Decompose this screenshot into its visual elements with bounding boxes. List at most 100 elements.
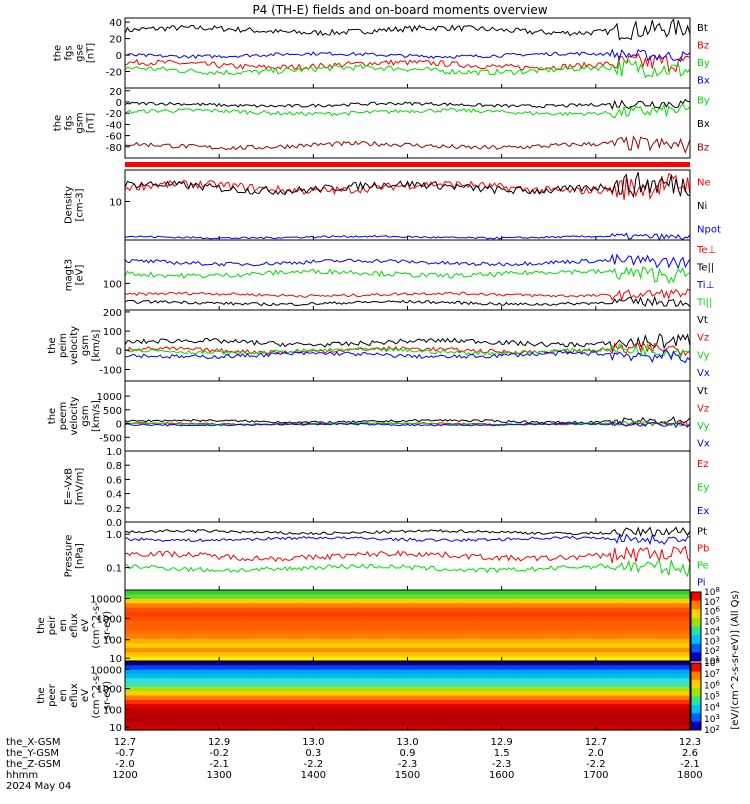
heatmap-cell [548,712,559,718]
heatmap-cell [219,643,230,649]
heatmap-cell [567,634,578,640]
heatmap-cell [294,686,305,692]
heatmap-cell [435,647,446,653]
heatmap-cell [275,612,286,618]
heatmap-cell [671,638,682,644]
heatmap-cell [266,607,277,613]
heatmap-cell [294,691,305,697]
heatmap-cell [464,594,474,600]
heatmap-cell [294,725,305,731]
heatmap-cell [153,612,164,618]
heatmap-cell [275,665,286,671]
heatmap-cell [671,699,682,705]
heatmap-cell [134,647,145,653]
heatmap-cell [134,725,145,731]
heatmap-cell [209,594,220,600]
y-axis-label: peir [47,615,58,635]
heatmap-cell [445,656,456,662]
series-line-By [124,58,691,79]
heatmap-cell [303,717,314,722]
heatmap-cell [567,682,578,688]
heatmap-cell [642,652,653,658]
y-tick-label: 10000 [90,665,122,676]
heatmap-cell [407,704,418,709]
heatmap-cell [595,603,606,609]
heatmap-cell [605,625,616,631]
heatmap-cell [190,598,201,604]
heatmap-cell [275,673,286,679]
heatmap-cell [351,669,361,675]
heatmap-cell [266,665,277,671]
heatmap-cell [614,607,625,613]
heatmap-cell [539,634,550,640]
heatmap-cell [266,638,277,644]
heatmap-cell [567,638,578,644]
heatmap-cell [275,607,286,613]
heatmap-cell [143,661,154,666]
heatmap-cell [520,665,531,671]
heatmap-cell [624,594,635,600]
heatmap-cell [614,590,625,595]
heatmap-cell [680,634,691,640]
heatmap-cell [322,682,333,688]
heatmap-cell [313,643,324,649]
heatmap-cell [473,661,484,666]
heatmap-cell [680,656,691,662]
heatmap-cell [332,708,343,714]
y-tick-label: 1.0 [106,447,122,458]
heatmap-cell [680,717,691,722]
heatmap-cell [322,669,333,675]
footer-value: 12.7 [114,737,136,748]
heatmap-cell [134,695,145,701]
heatmap-cell [228,661,239,666]
heatmap-cell [680,673,691,679]
heatmap-cell [351,686,361,692]
heatmap-cell [482,686,493,692]
heatmap-cell [294,594,305,600]
heatmap-cell [162,691,173,697]
heatmap-cell [416,634,427,640]
heatmap-cell [482,678,493,684]
heatmap-cell [303,647,314,653]
heatmap-cell [652,647,663,653]
heatmap-cell [661,691,672,697]
heatmap-cell [680,594,691,600]
heatmap-cell [322,708,333,714]
heatmap-cell [200,612,211,618]
heatmap-cell [652,669,663,675]
heatmap-cell [313,665,324,671]
heatmap-cell [200,678,211,684]
heatmap-cell [511,717,522,722]
heatmap-cell [294,652,305,658]
heatmap-cell [586,682,597,688]
heatmap-cell [501,704,512,709]
heatmap-cell [341,625,352,631]
heatmap-cell [181,712,192,718]
heatmap-cell [351,634,361,640]
y-tick-label: 100 [103,636,122,647]
heatmap-cell [351,625,361,631]
heatmap-cell [407,699,418,705]
heatmap-cell [652,652,663,658]
heatmap-cell [200,682,211,688]
colorbar-segment [691,721,701,731]
heatmap-cell [360,717,371,722]
heatmap-cell [548,661,559,666]
heatmap-cell [577,721,587,727]
heatmap-cell [558,643,569,649]
heatmap-cell [238,598,248,604]
heatmap-cell [529,616,540,622]
heatmap-cell [511,678,522,684]
heatmap-cell [426,669,437,675]
heatmap-cell [200,647,211,653]
heatmap-cell [595,634,606,640]
heatmap-cell [529,643,540,649]
heatmap-cell [285,691,296,697]
heatmap-cell [322,625,333,631]
heatmap-cell [125,607,135,613]
heatmap-cell [633,590,644,595]
heatmap-cell [680,661,691,666]
heatmap-cell [332,647,343,653]
